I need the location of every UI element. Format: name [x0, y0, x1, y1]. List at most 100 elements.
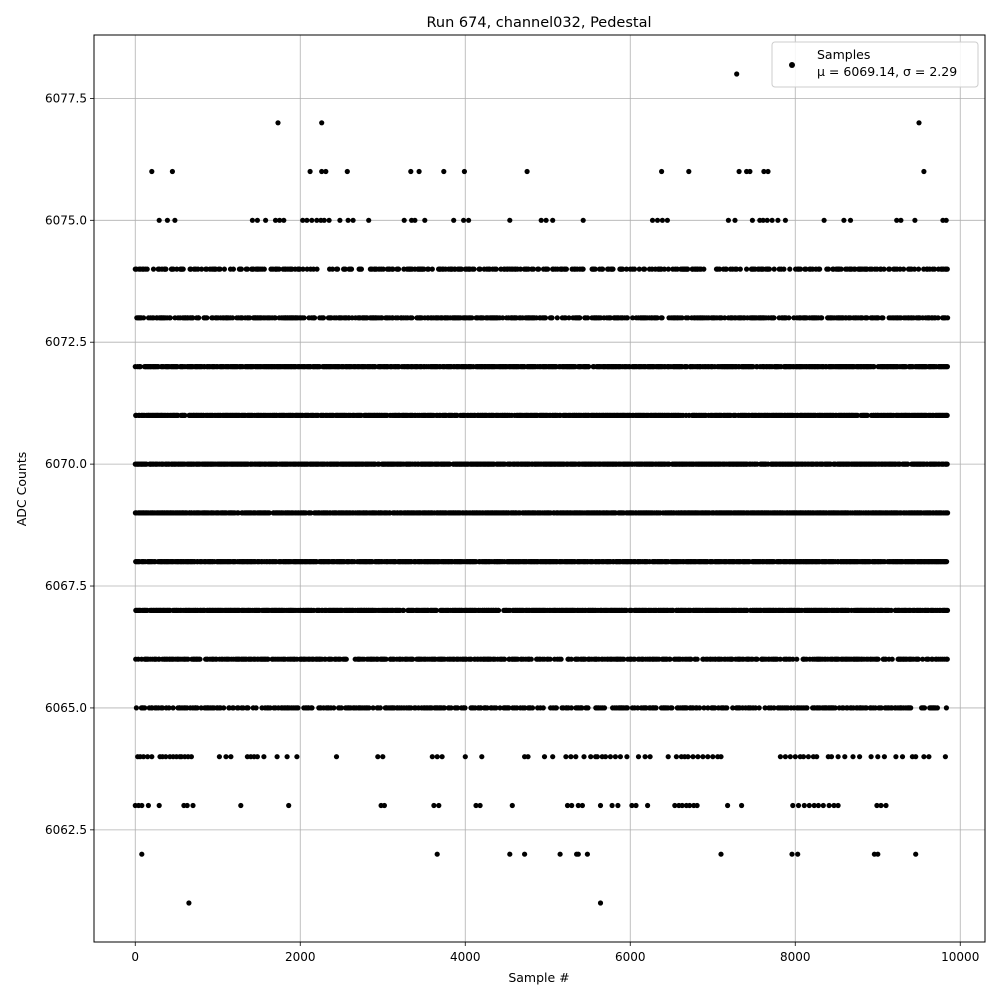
data-point: [694, 656, 700, 662]
data-point: [835, 754, 841, 760]
data-point: [575, 802, 581, 809]
data-point: [375, 754, 381, 760]
data-point: [528, 656, 534, 662]
data-point: [185, 656, 191, 662]
data-point: [575, 851, 581, 857]
data-point: [653, 705, 659, 711]
data-point: [701, 705, 707, 711]
data-point: [343, 656, 349, 662]
data-point: [401, 607, 407, 614]
data-point: [439, 754, 445, 760]
data-point: [461, 168, 467, 175]
data-point: [170, 705, 176, 711]
data-point: [506, 705, 512, 711]
data-point: [921, 168, 927, 175]
data-point: [893, 754, 899, 760]
data-point: [433, 607, 439, 614]
data-point: [764, 217, 770, 223]
data-point: [522, 851, 528, 857]
data-point: [805, 754, 812, 760]
data-point: [139, 851, 145, 857]
data-point: [679, 802, 685, 809]
data-point: [667, 656, 673, 662]
data-point: [194, 705, 200, 711]
data-point: [412, 217, 418, 223]
data-point: [190, 802, 196, 809]
data-point: [749, 217, 756, 223]
data-point: [868, 754, 874, 760]
data-point: [687, 802, 693, 809]
data-point: [223, 754, 229, 760]
data-point: [718, 754, 724, 760]
data-point: [338, 705, 344, 711]
data-point: [522, 705, 528, 711]
data-point: [915, 656, 922, 662]
data-point: [712, 705, 718, 711]
data-point: [889, 656, 895, 662]
data-point: [875, 656, 881, 662]
data-point: [422, 217, 428, 223]
data-point: [944, 559, 950, 565]
data-point: [172, 217, 178, 223]
data-point: [710, 754, 716, 760]
data-point: [700, 754, 706, 760]
data-point: [790, 656, 796, 662]
data-point: [381, 802, 387, 809]
data-point: [184, 802, 190, 809]
data-point: [216, 754, 222, 760]
data-point: [245, 705, 251, 711]
data-point: [473, 802, 479, 809]
data-point: [787, 754, 793, 760]
data-point: [814, 754, 820, 760]
data-point: [659, 168, 665, 175]
data-point: [267, 705, 273, 711]
data-point: [163, 754, 169, 760]
data-point: [579, 705, 585, 711]
data-point: [139, 802, 145, 809]
data-point: [540, 705, 546, 711]
data-point: [934, 705, 941, 711]
data-point: [800, 754, 807, 760]
data-point: [345, 217, 351, 223]
data-point: [309, 217, 315, 223]
data-point: [647, 754, 653, 760]
data-point: [281, 217, 287, 223]
data-point: [547, 656, 553, 662]
data-point: [238, 802, 244, 809]
data-point: [333, 754, 340, 760]
data-point: [705, 754, 711, 760]
data-point: [197, 656, 203, 662]
data-point: [725, 802, 731, 809]
data-point: [441, 168, 447, 175]
data-point: [221, 705, 227, 711]
data-point: [944, 461, 950, 467]
data-point: [451, 217, 457, 223]
data-point: [718, 851, 724, 857]
data-point: [944, 607, 951, 614]
data-point: [612, 754, 619, 760]
data-point: [383, 656, 389, 662]
data-point: [782, 754, 789, 760]
data-point: [249, 217, 255, 223]
data-point: [762, 705, 768, 711]
data-point: [878, 802, 884, 809]
data-point: [169, 168, 175, 175]
data-point: [550, 754, 556, 760]
data-point: [344, 168, 350, 175]
data-point: [307, 168, 313, 175]
data-point: [654, 217, 661, 223]
data-point: [484, 705, 490, 711]
data-point: [857, 754, 863, 760]
data-point: [300, 217, 306, 223]
data-point: [789, 851, 795, 857]
data-point: [133, 705, 139, 711]
data-point: [602, 754, 609, 760]
data-point: [672, 802, 678, 809]
data-point: [597, 900, 604, 906]
data-point: [142, 705, 148, 711]
data-point: [466, 217, 472, 223]
data-point: [815, 802, 822, 809]
data-point: [725, 217, 732, 223]
data-point: [756, 705, 762, 711]
